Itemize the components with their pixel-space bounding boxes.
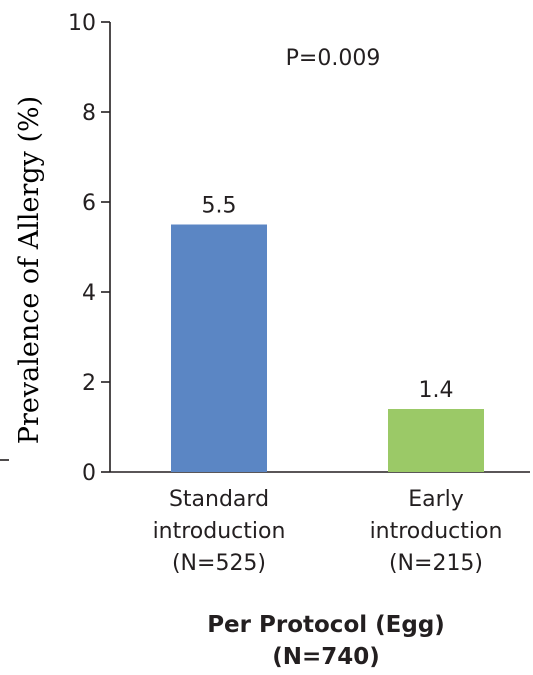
category-labels: Standard introduction (N=525) Early introduc… <box>153 487 503 576</box>
p-value-annotation: P=0.009 <box>286 46 381 71</box>
category-label: (N=525) <box>172 551 266 576</box>
y-tick-label: 6 <box>82 191 96 216</box>
bar <box>388 409 484 472</box>
category-label: introduction <box>153 519 286 544</box>
y-tick-label: 0 <box>82 461 96 486</box>
bars: 5.5 1.4 <box>171 194 484 472</box>
x-axis-title: Per Protocol (Egg) (N=740) <box>207 612 445 670</box>
category-label: Early <box>408 487 464 512</box>
category-label: (N=215) <box>389 551 483 576</box>
y-ticks: 0 2 4 6 8 10 <box>68 11 110 486</box>
y-axis-label: Prevalence of Allergy (%) <box>14 96 45 444</box>
y-tick-label: 10 <box>68 11 96 36</box>
y-tick-label: 4 <box>82 281 96 306</box>
y-tick-label: 8 <box>82 101 96 126</box>
x-axis-title-line: Per Protocol (Egg) <box>207 612 445 638</box>
x-axis-title-line: (N=740) <box>272 644 380 670</box>
category-label: Standard <box>169 487 269 512</box>
y-tick-label: 2 <box>82 371 96 396</box>
category-label: introduction <box>370 519 503 544</box>
data-label: 1.4 <box>419 378 454 403</box>
data-label: 5.5 <box>202 194 237 219</box>
bar <box>171 224 267 472</box>
